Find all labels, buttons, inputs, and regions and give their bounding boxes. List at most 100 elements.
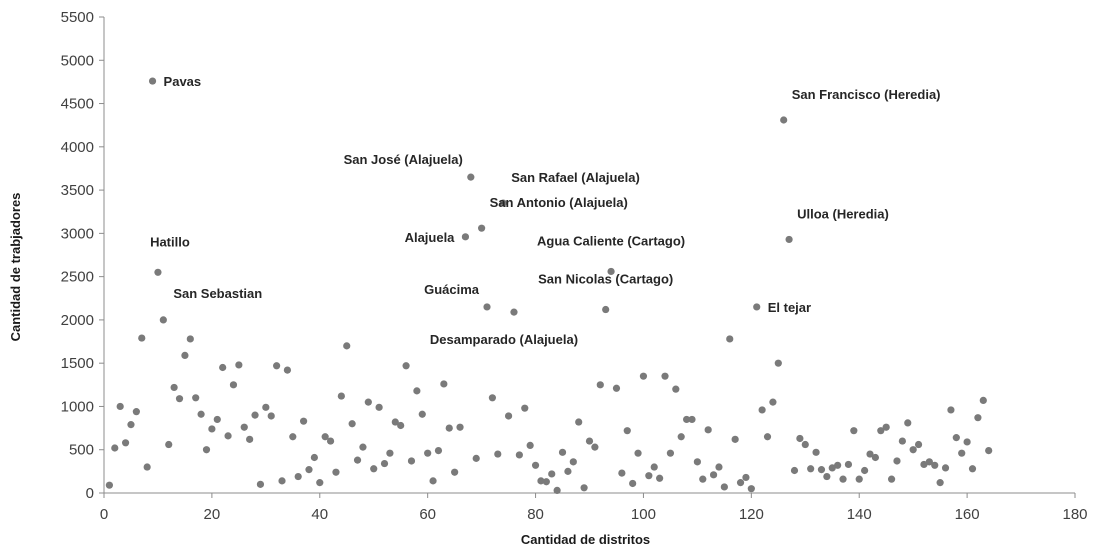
data-point	[186, 335, 194, 343]
data-point	[758, 406, 766, 414]
data-point	[774, 359, 782, 367]
data-point	[693, 458, 701, 466]
data-point	[451, 468, 459, 476]
data-point	[321, 433, 329, 441]
data-point	[132, 408, 140, 416]
y-tick-label: 4500	[61, 96, 94, 113]
data-point	[467, 173, 475, 181]
data-point	[558, 448, 567, 456]
data-point	[121, 439, 130, 447]
x-axis-title: Cantidad de distritos	[521, 532, 650, 547]
y-tick-label: 500	[69, 442, 94, 459]
data-point	[801, 440, 809, 449]
data-point	[909, 446, 917, 454]
x-tick-label: 80	[527, 506, 544, 523]
point-annotation: Ulloa (Heredia)	[797, 206, 889, 221]
data-point	[289, 433, 297, 441]
data-point	[116, 402, 124, 411]
data-point	[213, 415, 221, 424]
data-point	[235, 361, 243, 369]
data-point	[407, 457, 416, 465]
data-point	[202, 446, 211, 454]
data-point	[105, 481, 113, 489]
data-point	[925, 458, 933, 466]
data-point	[656, 474, 664, 482]
data-point	[229, 381, 238, 389]
x-tick-labels: 0 20 40 60 80 100 120 140 160 180	[100, 506, 1088, 523]
data-point	[515, 451, 523, 459]
x-tick-label: 160	[955, 506, 980, 523]
data-point	[445, 424, 453, 432]
data-point	[769, 398, 777, 406]
data-point	[316, 479, 324, 487]
data-point	[375, 403, 383, 411]
point-annotation: Hatillo	[150, 234, 190, 249]
y-tick-labels: 0 500 1000 1500 2000 2500 3000 3500 4000 4500 5000…	[61, 9, 94, 502]
x-tick-label: 40	[311, 506, 328, 523]
data-point	[192, 394, 200, 402]
data-point	[402, 362, 410, 370]
data-point	[612, 384, 621, 392]
axes	[99, 16, 1076, 498]
y-tick-label: 1500	[61, 355, 94, 372]
data-point	[521, 404, 529, 412]
data-point	[499, 199, 507, 207]
data-point	[197, 410, 205, 418]
data-point	[931, 461, 939, 469]
data-point	[138, 334, 146, 342]
data-point	[380, 459, 389, 468]
data-point	[699, 475, 707, 483]
data-point	[337, 392, 345, 400]
data-point	[585, 437, 594, 445]
y-tick-label: 0	[86, 485, 94, 502]
data-point	[812, 448, 820, 456]
data-point	[834, 461, 842, 469]
point-annotation: San Rafael (Alajuela)	[511, 170, 640, 185]
data-point	[596, 381, 604, 389]
data-point	[731, 435, 739, 443]
data-point	[796, 434, 804, 443]
data-point	[294, 472, 302, 481]
x-tick-label: 20	[204, 506, 221, 523]
data-point	[148, 77, 157, 85]
data-point	[661, 372, 669, 380]
data-point	[720, 483, 728, 491]
data-point	[866, 450, 874, 458]
data-point	[256, 480, 265, 488]
data-point	[591, 443, 599, 451]
data-point	[893, 457, 901, 465]
data-point	[736, 479, 745, 487]
data-point	[742, 473, 750, 482]
data-point	[963, 438, 971, 446]
y-tick-label: 5500	[61, 9, 94, 26]
x-tick-label: 180	[1062, 506, 1087, 523]
data-point	[504, 412, 513, 420]
data-point	[887, 475, 896, 483]
point-annotation: San Antonio (Alajuela)	[490, 195, 628, 210]
data-point	[936, 479, 944, 487]
data-point	[688, 415, 696, 424]
data-point	[704, 426, 712, 434]
data-point	[531, 461, 540, 469]
data-point	[914, 440, 923, 449]
data-point	[882, 423, 890, 431]
data-point	[262, 403, 270, 411]
data-point	[823, 472, 831, 481]
data-point	[359, 443, 367, 451]
data-point	[677, 433, 685, 441]
point-annotations: Pavas Hatillo San Sebastian San José (Alaju…	[150, 74, 940, 347]
data-point	[424, 449, 432, 457]
point-annotation: El tejar	[768, 300, 811, 315]
data-point	[904, 419, 912, 427]
x-tick-label: 0	[100, 506, 108, 523]
data-point	[877, 427, 885, 435]
data-point	[219, 363, 227, 372]
data-point	[542, 478, 550, 486]
data-point	[510, 308, 518, 316]
data-point	[348, 420, 356, 428]
data-point	[753, 303, 761, 311]
point-annotation: San Francisco (Heredia)	[792, 87, 941, 102]
data-point	[305, 466, 313, 474]
data-points	[105, 77, 993, 495]
